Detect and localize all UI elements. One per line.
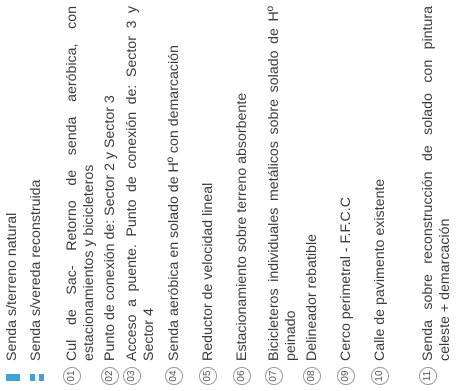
legend-item-text: Cul de Sac- Retorno de senda aeróbica, c… bbox=[64, 6, 97, 361]
legend-item-text: Senda aeróbica en solado de Hº con demar… bbox=[166, 45, 182, 361]
legend-item-text: Acceso a puente. Punto de conexión de: S… bbox=[124, 6, 157, 361]
number-badge: 03 bbox=[123, 367, 141, 385]
legend-item: 01 Cul de Sac- Retorno de senda aeróbica… bbox=[63, 6, 97, 385]
legend-label: Senda s/vereda reconstruida bbox=[28, 179, 44, 361]
legend-label: Senda s/terreno natural bbox=[4, 212, 20, 361]
legend-item-text: Bicicleteros individuales metálicos sobr… bbox=[266, 6, 299, 361]
legend-item: 08 Delineador rebatible bbox=[303, 6, 321, 385]
legend-item-text: Estacionamiento sobre terreno absorbente bbox=[234, 92, 250, 361]
legend-item-text: Calle de pavimento existente bbox=[372, 178, 388, 361]
legend-item: 10 Calle de pavimento existente bbox=[371, 6, 389, 385]
number-badge: 08 bbox=[303, 367, 321, 385]
number-badge: 07 bbox=[265, 367, 283, 385]
number-badge: 05 bbox=[199, 367, 217, 385]
number-badge: 04 bbox=[165, 367, 183, 385]
number-badge: 01 bbox=[63, 367, 81, 385]
legend-item: 04 Senda aeróbica en solado de Hº con de… bbox=[165, 6, 183, 385]
number-badge: 06 bbox=[233, 367, 251, 385]
legend-item-text: Punto de conexión de: Sector 2 y Sector … bbox=[102, 95, 118, 361]
legend-item: 02 Punto de conexión de: Sector 2 y Sect… bbox=[101, 6, 119, 385]
legend-item-text: Cerco perimetral - F.F.C.C bbox=[338, 197, 354, 361]
legend-line-reconstructed: Senda s/vereda reconstruida bbox=[28, 6, 45, 383]
dashed-line-swatch-icon bbox=[30, 374, 44, 381]
number-badge: 10 bbox=[371, 367, 389, 385]
legend-item-text: Reductor de velocidad lineal bbox=[200, 182, 216, 361]
number-badge: 09 bbox=[337, 367, 355, 385]
legend-item: 03 Acceso a puente. Punto de conexión de… bbox=[123, 6, 157, 385]
legend-item: 05 Reductor de velocidad lineal bbox=[199, 6, 217, 385]
legend-item: 11 Senda sobre reconstrucción de solado … bbox=[419, 6, 453, 385]
legend-item: 09 Cerco perimetral - F.F.C.C bbox=[337, 6, 355, 385]
legend-line-natural: Senda s/terreno natural bbox=[4, 6, 21, 383]
number-badge: 11 bbox=[419, 367, 437, 385]
legend-item-text: Delineador rebatible bbox=[304, 234, 320, 361]
legend-item: 06 Estacionamiento sobre terreno absorbe… bbox=[233, 6, 251, 385]
number-badge: 02 bbox=[101, 367, 119, 385]
legend-item-text: Senda sobre reconstrucción de solado con… bbox=[420, 6, 453, 361]
legend-item: 07 Bicicleteros individuales metálicos s… bbox=[265, 6, 299, 385]
solid-line-swatch-icon bbox=[6, 374, 20, 381]
